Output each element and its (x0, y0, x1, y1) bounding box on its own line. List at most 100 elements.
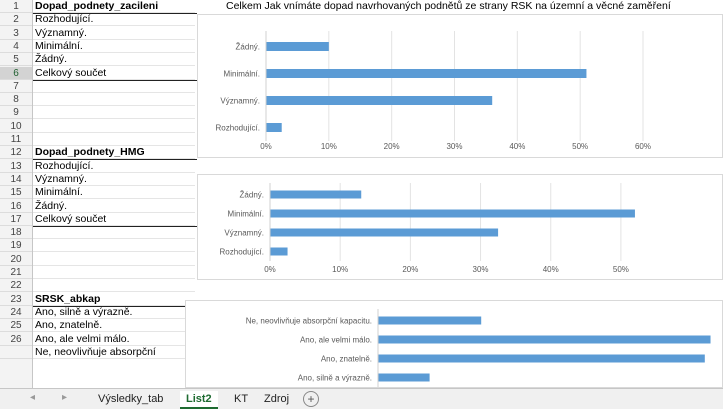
cell-label[interactable]: Významný. (35, 27, 87, 39)
row-number[interactable]: 25 (0, 319, 32, 332)
cell-label[interactable]: Žádný. (35, 200, 68, 212)
tab-zdroj[interactable]: Zdroj (264, 393, 290, 405)
cell-label[interactable] (33, 266, 197, 279)
row-number[interactable]: 9 (0, 106, 32, 119)
cell-label[interactable] (33, 133, 197, 146)
cell-label[interactable] (33, 226, 197, 239)
cell-label[interactable]: Celkový součet (33, 213, 197, 227)
bar (266, 123, 282, 132)
grid-line (33, 291, 195, 292)
bar (270, 209, 635, 218)
row-number[interactable]: 4 (0, 40, 32, 53)
add-sheet-icon[interactable]: + (303, 391, 319, 407)
chart-dopad-zacileni[interactable]: 0% 10% 20% 30% 40% 50% 60% Žádný. Minimální. Význ… (197, 14, 723, 158)
grid-line (33, 331, 195, 332)
bar (378, 335, 711, 344)
cell-label[interactable]: Žádný. (35, 53, 68, 65)
prev-sheet-arrow-icon[interactable]: ◂ (30, 392, 36, 403)
row-number[interactable]: 3 (0, 27, 32, 40)
bar (270, 228, 499, 237)
bar (266, 69, 587, 78)
grid-line (33, 39, 195, 40)
row-number[interactable]: 13 (0, 160, 32, 173)
row-number[interactable]: 5 (0, 53, 32, 66)
cell-label[interactable] (33, 279, 197, 292)
grid-line (33, 92, 195, 93)
x-tick-label: 10% (321, 142, 337, 151)
tab-vysledky-tab[interactable]: Výsledky_tab (98, 393, 164, 405)
cell-label[interactable]: Rozhodující. (35, 160, 94, 172)
bar (378, 316, 482, 325)
row-number[interactable]: 20 (0, 253, 32, 266)
row-number[interactable]: 16 (0, 200, 32, 213)
row-number[interactable]: 21 (0, 266, 32, 279)
cell-label[interactable]: Ne, neovlivňuje absorpční (35, 346, 156, 358)
next-sheet-arrow-icon[interactable]: ▸ (62, 392, 68, 403)
row-number[interactable]: 18 (0, 226, 32, 239)
chart-dopad-zacileni-svg: 0% 10% 20% 30% 40% 50% 60% Žádný. Minimální. Význ… (216, 31, 651, 151)
category-label: Ano, silně a výrazně. (298, 374, 372, 383)
cell-label[interactable] (33, 239, 197, 252)
row-number[interactable]: 10 (0, 120, 32, 133)
cell-label[interactable]: Významný. (35, 173, 87, 185)
grid-line (33, 172, 195, 173)
grid-line (33, 145, 195, 146)
spreadsheet-grid[interactable]: 1 2 3 4 5 6 7 8 9 10 11 12 13 14 15 16 17 18 19 20 21 22 23 24 2… (0, 0, 723, 388)
cell-label[interactable]: Dopad_podnety_HMG (33, 146, 197, 160)
x-tick-label: 20% (402, 265, 418, 274)
x-tick-label: 50% (572, 142, 588, 151)
grid-line (33, 25, 195, 26)
row-number[interactable]: 24 (0, 306, 32, 319)
row-number[interactable]: 8 (0, 93, 32, 106)
grid-line (33, 79, 195, 80)
cell-label[interactable] (33, 93, 197, 106)
row-number[interactable]: 14 (0, 173, 32, 186)
cell-label[interactable]: Ano, ale velmi málo. (35, 333, 130, 345)
grid-line (33, 185, 195, 186)
cell-label[interactable] (33, 253, 197, 266)
row-number[interactable]: 7 (0, 80, 32, 93)
cell-label[interactable]: Minimální. (35, 40, 83, 52)
row-number[interactable] (0, 346, 32, 359)
grid-line (33, 212, 195, 213)
row-number[interactable]: 1 (0, 0, 32, 13)
row-number[interactable]: 6 (0, 67, 32, 80)
cell-label[interactable]: Ano, silně a výrazně. (35, 306, 133, 318)
row-number[interactable]: 12 (0, 146, 32, 159)
grid-line (33, 358, 195, 359)
bar (378, 373, 430, 382)
row-number[interactable]: 23 (0, 293, 32, 306)
grid-line (33, 12, 195, 13)
cell-label[interactable] (33, 120, 197, 133)
chart-srsk-abkap[interactable]: Ne, neovlivňuje absorpční kapacitu. Ano, … (185, 300, 723, 388)
category-label: Minimální. (224, 70, 260, 79)
row-number[interactable]: 11 (0, 133, 32, 146)
cell-label[interactable]: Rozhodující. (35, 13, 94, 25)
row-number[interactable]: 17 (0, 213, 32, 226)
category-label: Významný. (224, 229, 264, 238)
tab-list2[interactable]: List2 (180, 391, 218, 409)
bar (266, 42, 329, 51)
tab-kt[interactable]: KT (234, 393, 249, 405)
x-tick-label: 0% (260, 142, 272, 151)
cell-label[interactable] (33, 80, 197, 93)
cell-label[interactable] (33, 106, 197, 119)
cell-label[interactable]: Minimální. (35, 186, 83, 198)
grid-line (33, 225, 195, 226)
cell-label[interactable]: Celkový součet (33, 67, 197, 81)
chart-dopad-hmg[interactable]: 0% 10% 20% 30% 40% 50% Žádný. Minimální. Významn… (197, 174, 723, 280)
grid-line (33, 265, 195, 266)
cell-label[interactable]: Ano, znatelně. (35, 319, 103, 331)
row-number[interactable]: 22 (0, 279, 32, 292)
row-number[interactable]: 2 (0, 13, 32, 26)
cell-header-text[interactable]: Celkem Jak vnímáte dopad navrhovaných po… (226, 0, 671, 12)
row-number[interactable]: 15 (0, 186, 32, 199)
bar (270, 190, 362, 199)
cell-label[interactable]: SRSK_abkap (33, 293, 197, 307)
bar (378, 354, 705, 363)
cell-label[interactable]: Dopad_podnety_zacileni (33, 0, 197, 14)
row-headers: 1 2 3 4 5 6 7 8 9 10 11 12 13 14 15 16 17 18 19 20 21 22 23 24 2… (0, 0, 33, 388)
row-number[interactable]: 26 (0, 333, 32, 346)
row-number[interactable]: 19 (0, 239, 32, 252)
grid-line (33, 238, 195, 239)
